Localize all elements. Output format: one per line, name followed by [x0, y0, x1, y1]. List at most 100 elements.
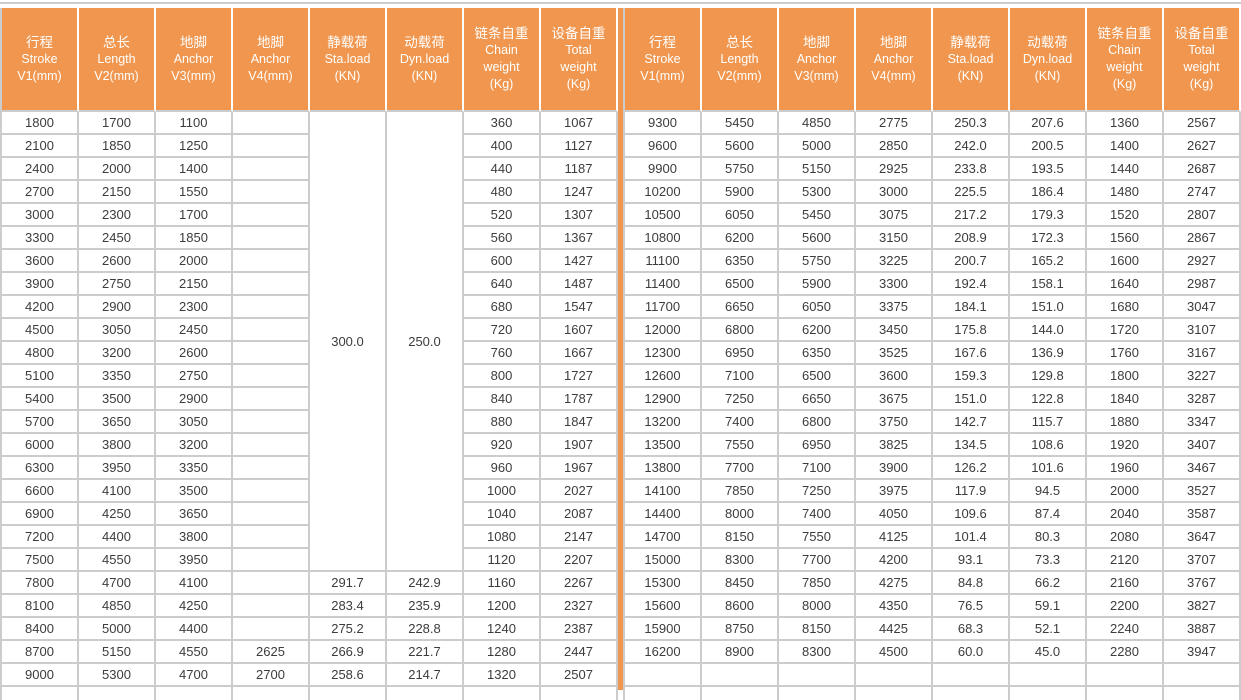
table-cell: 3600 [856, 365, 933, 388]
table-cell [233, 365, 310, 388]
table-cell: 1800 [1087, 365, 1164, 388]
table-cell: 3650 [79, 411, 156, 434]
table-cell [233, 296, 310, 319]
column-header: 地脚 Anchor V3(mm) [779, 8, 856, 112]
table-cell: 2027 [541, 480, 618, 503]
table-cell: 3827 [1164, 595, 1241, 618]
table-cell: 4550 [156, 641, 233, 664]
table-cell: 1400 [1087, 135, 1164, 158]
table-cell: 2807 [1164, 204, 1241, 227]
table-cell: 2747 [1164, 181, 1241, 204]
table-cell: 2240 [1087, 618, 1164, 641]
table-row: 13500 7550 6950 3825 134.5 108.6 1920 3407 [625, 434, 1241, 457]
spec-table-area: 行程 Stroke V1(mm) 总长 Length V2(mm) 地脚 Anchor V3(m… [0, 8, 1241, 700]
table-cell: 1880 [1087, 411, 1164, 434]
table-cell: 9900 [625, 158, 702, 181]
table-cell: 1067 [541, 112, 618, 135]
table-cell: 1640 [1087, 273, 1164, 296]
table-cell: 129.8 [1010, 365, 1087, 388]
column-header-line: Sta.load [324, 51, 371, 66]
column-header: 总长 Length V2(mm) [79, 8, 156, 112]
table-row: 13800 7700 7100 3900 126.2 101.6 1960 3467 [625, 457, 1241, 480]
table-cell: 5100 [2, 365, 79, 388]
table-cell: 7250 [702, 388, 779, 411]
table-cell [1164, 687, 1241, 700]
table-cell: 1607 [541, 319, 618, 342]
table-cell: 3587 [1164, 503, 1241, 526]
table-cell [233, 181, 310, 204]
table-row: 9000 5300 4700 2700 258.6 214.7 1320 2507 [2, 664, 618, 687]
table-cell: 52.1 [1010, 618, 1087, 641]
table-cell [933, 687, 1010, 700]
table-cell: 172.3 [1010, 227, 1087, 250]
table-cell [233, 319, 310, 342]
column-header-line: V3(mm) [171, 68, 216, 83]
table-cell: 2300 [79, 204, 156, 227]
table-cell: 193.5 [1010, 158, 1087, 181]
table-row: 11100 6350 5750 3225 200.7 165.2 1600 2927 [625, 250, 1241, 273]
column-header-line: Anchor [796, 51, 837, 66]
table-cell: 2625 [233, 641, 310, 664]
table-cell: 2927 [1164, 250, 1241, 273]
table-cell: 242.0 [933, 135, 1010, 158]
table-cell: 1700 [79, 112, 156, 135]
table-cell: 1907 [541, 434, 618, 457]
table-cell: 2775 [856, 112, 933, 135]
table-row [625, 664, 1241, 687]
table-cell: 8300 [779, 641, 856, 664]
table-cell: 1680 [1087, 296, 1164, 319]
table-cell: 3800 [156, 526, 233, 549]
table-cell: 7100 [702, 365, 779, 388]
table-cell [233, 687, 310, 700]
table-cell: 45.0 [1010, 641, 1087, 664]
table-cell: 1840 [1087, 388, 1164, 411]
table-row: 6600 4100 3500 1000 2027 [2, 480, 618, 503]
table-cell [233, 526, 310, 549]
table-cell: 2447 [541, 641, 618, 664]
column-header-line: Dyn.load [1022, 51, 1073, 66]
table-cell: 3750 [856, 411, 933, 434]
column-header-line: (Kg) [1112, 77, 1137, 91]
table-cell: 3975 [856, 480, 933, 503]
table-cell: 2600 [79, 250, 156, 273]
table-cell: 3347 [1164, 411, 1241, 434]
column-header-line: 设备自重 [1174, 26, 1229, 41]
table-row: 5700 3650 3050 880 1847 [2, 411, 618, 434]
column-header-line: V2(mm) [94, 68, 139, 83]
table-cell: 3767 [1164, 572, 1241, 595]
column-header: 链条自重 Chain weight (Kg) [1087, 8, 1164, 112]
table-cell: 7700 [702, 457, 779, 480]
table-cell: 115.7 [1010, 411, 1087, 434]
table-cell: 2080 [1087, 526, 1164, 549]
table-cell: 6650 [702, 296, 779, 319]
table-cell: 5300 [79, 664, 156, 687]
cropped-row [2, 687, 618, 700]
table-cell: 1100 [156, 112, 233, 135]
table-cell [779, 664, 856, 687]
table-cell: 7550 [702, 434, 779, 457]
column-header: 设备自重 Total weight (Kg) [541, 8, 618, 112]
table-cell: 5400 [2, 388, 79, 411]
table-cell: 1787 [541, 388, 618, 411]
table-cell: 3167 [1164, 342, 1241, 365]
table-cell: 920 [464, 434, 541, 457]
table-cell: 66.2 [1010, 572, 1087, 595]
table-cell: 2150 [156, 273, 233, 296]
table-cell: 2147 [541, 526, 618, 549]
table-cell [387, 687, 464, 700]
table-cell: 3300 [856, 273, 933, 296]
table-cell: 4125 [856, 526, 933, 549]
column-header: 动载荷 Dyn.load (KN) [387, 8, 464, 112]
column-header-line: Dyn.load [399, 51, 450, 66]
table-cell: 4500 [2, 319, 79, 342]
table-cell: 101.4 [933, 526, 1010, 549]
table-cell: 5900 [702, 181, 779, 204]
table-cell: 1600 [1087, 250, 1164, 273]
table-row: 14100 7850 7250 3975 117.9 94.5 2000 3527 [625, 480, 1241, 503]
column-header-line: V1(mm) [640, 68, 685, 83]
table-cell: 4700 [156, 664, 233, 687]
table-cell: 4400 [79, 526, 156, 549]
table-row: 11400 6500 5900 3300 192.4 158.1 1640 2987 [625, 273, 1241, 296]
column-header: 动载荷 Dyn.load (KN) [1010, 8, 1087, 112]
table-cell: 520 [464, 204, 541, 227]
